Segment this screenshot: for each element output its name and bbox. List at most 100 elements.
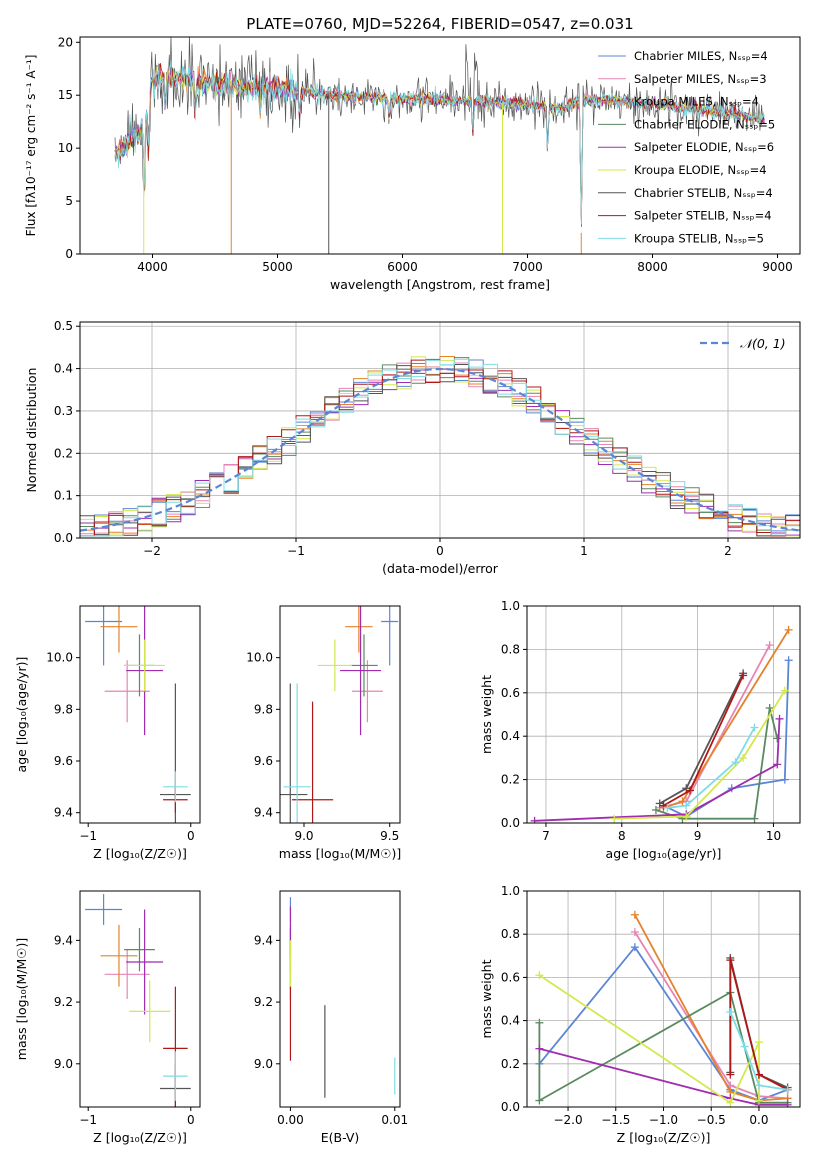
residuals-ytick-label: 0.4 xyxy=(54,362,73,376)
residuals-ytick-label: 0.3 xyxy=(54,404,73,418)
residuals-ytick-label: 0.0 xyxy=(54,531,73,545)
mass_weight_vs_age-xtick-label: 9 xyxy=(694,829,702,843)
axes-layer: 4000 5000 6000 7000 8000 900005101520waveleng… xyxy=(14,35,801,1145)
spectrum-frame xyxy=(79,36,801,255)
mass_weight_vs_Z-line-kroupa-miles xyxy=(634,914,788,1102)
mass_weight_vs_age-xtick-label: 10 xyxy=(766,829,781,843)
age_vs_Z-ytick-label: 9.8 xyxy=(54,702,73,716)
mass_weight_vs_age-ytick-label: 0.0 xyxy=(501,816,520,830)
mass_weight_vs_Z-xtick-label: −0.5 xyxy=(697,1113,726,1127)
mass_weight_vs_Z-xtick-label: −2.0 xyxy=(553,1113,582,1127)
residuals-ytick-label: 0.5 xyxy=(54,319,73,333)
mass_weight_vs_age-ytick-label: 0.4 xyxy=(501,729,520,743)
mass_weight_vs_age-frame xyxy=(526,605,801,824)
spectrum-line-salpeter-stelib xyxy=(114,63,765,222)
residuals-xtick-label: 1 xyxy=(580,544,588,558)
mass_vs_Z-ylabel: mass [log₁₀(M/M☉)] xyxy=(14,938,29,1060)
mass_weight_vs_Z-ytick-label: 0.4 xyxy=(501,1014,520,1028)
mass_weight_vs_age-ytick-label: 1.0 xyxy=(501,599,520,613)
mass_vs_ebv-frame xyxy=(279,890,401,1108)
mass_weight_vs_age-ytick-label: 0.6 xyxy=(501,686,520,700)
spectrum-xtick-label: 8000 xyxy=(637,260,668,274)
residuals-xtick-label: −1 xyxy=(287,544,305,558)
spectrum-ytick-label: 10 xyxy=(58,141,73,155)
mass_weight_vs_Z-ylabel: mass weight xyxy=(479,959,494,1038)
residuals-xtick-label: −2 xyxy=(143,544,161,558)
legend-label: Chabrier STELIB, Nₛₛₚ=4 xyxy=(634,186,773,200)
age_vs_mass-points xyxy=(280,606,399,823)
mass_weight_vs_Z-xtick-label: 0.0 xyxy=(749,1113,768,1127)
mass_weight_vs_Z-ytick-label: 0.6 xyxy=(501,970,520,984)
spectrum-ytick-label: 15 xyxy=(58,88,73,102)
residuals-xtick-label: 0 xyxy=(436,544,444,558)
mass_vs_Z-ytick-label: 9.2 xyxy=(54,995,73,1009)
age_vs_mass-ytick-label: 9.4 xyxy=(254,806,273,820)
histogram-kroupa-stelib xyxy=(80,358,800,538)
mass_vs_Z-points xyxy=(85,894,191,1107)
mass_weight_vs_age-line-salpeter-elodie xyxy=(534,718,781,822)
mass_weight_vs_age-xlabel: age [log₁₀(age/yr)] xyxy=(606,846,722,861)
spectrum-xtick-label: 7000 xyxy=(512,260,543,274)
mass_weight_vs_Z-ytick-label: 1.0 xyxy=(501,884,520,898)
age_vs_Z-xtick-label: 0 xyxy=(187,829,195,843)
age_vs_Z-ytick-label: 10.0 xyxy=(46,651,73,665)
mass_weight_vs_Z-ytick-label: 0.8 xyxy=(501,927,520,941)
data-layer xyxy=(80,37,800,1107)
age_vs_Z-ytick-label: 9.4 xyxy=(54,806,73,820)
mass_weight_vs_Z-ytick-label: 0.0 xyxy=(501,1100,520,1114)
mass_vs_Z-xtick-label: −1 xyxy=(79,1113,97,1127)
mass_weight_vs_Z-line-salpeter-stelib xyxy=(729,959,789,1091)
mass_weight_vs_age-ytick-label: 0.2 xyxy=(501,773,520,787)
mass_vs_ebv-points xyxy=(289,897,396,1098)
legend-label: Salpeter ELODIE, Nₛₛₚ=6 xyxy=(634,140,774,154)
grid-layer xyxy=(80,322,800,1108)
age_vs_Z-points xyxy=(85,606,191,823)
age_vs_mass-ytick-label: 10.0 xyxy=(246,651,273,665)
spectrum-line-chabrier-stelib xyxy=(114,37,765,221)
mass_weight_vs_Z-lines xyxy=(535,910,792,1107)
age_vs_mass-frame xyxy=(279,605,401,824)
age_vs_mass-xtick-label: 9.5 xyxy=(380,829,399,843)
mass_weight_vs_Z-xtick-label: −1.0 xyxy=(649,1113,678,1127)
mass_vs_ebv-ytick-label: 9.0 xyxy=(254,1057,273,1071)
mass_weight_vs_age-xtick-label: 8 xyxy=(618,829,626,843)
legend-label: Salpeter MILES, Nₛₛₚ=3 xyxy=(634,72,767,86)
legend-label: Kroupa STELIB, Nₛₛₚ=5 xyxy=(634,231,764,245)
spectrum-ylabel: Flux [fλ10⁻¹⁷ erg cm⁻² s⁻¹ A⁻¹] xyxy=(24,55,38,237)
spectrum-xtick-label: 9000 xyxy=(762,260,793,274)
mass_weight_vs_age-lines xyxy=(530,625,793,823)
spectrum-ytick-label: 5 xyxy=(65,194,73,208)
mass_vs_Z-ytick-label: 9.0 xyxy=(54,1057,73,1071)
normal-legend-label: 𝒩(0, 1) xyxy=(740,336,786,351)
spectrum-xtick-label: 4000 xyxy=(137,260,168,274)
residuals-ytick-label: 0.2 xyxy=(54,446,73,460)
mass_weight_vs_age-line-kroupa-elodie xyxy=(614,690,786,820)
age_vs_Z-ytick-label: 9.6 xyxy=(54,754,73,768)
normal-reference-curve xyxy=(80,367,800,532)
mass_vs_Z-xlabel: Z [log₁₀(Z/Z☉)] xyxy=(93,1130,187,1145)
age_vs_mass-xlabel: mass [log₁₀(M/M☉)] xyxy=(279,846,401,861)
mass_weight_vs_age-line-kroupa-stelib xyxy=(667,727,756,809)
age_vs_Z-xtick-label: −1 xyxy=(79,829,97,843)
legend-label: Kroupa ELODIE, Nₛₛₚ=4 xyxy=(634,163,767,177)
age_vs_Z-ylabel: age [log₁₀(age/yr)] xyxy=(14,657,29,773)
spectrum-ytick-label: 0 xyxy=(65,247,73,261)
mass_weight_vs_Z-line-kroupa-stelib xyxy=(729,1011,788,1091)
age_vs_mass-ytick-label: 9.6 xyxy=(254,754,273,768)
spectrum-line-kroupa-stelib xyxy=(114,60,765,225)
mass_vs_ebv-xlabel: E(B-V) xyxy=(321,1130,360,1145)
residuals-xtick-label: 2 xyxy=(724,544,732,558)
mass_weight_vs_age-xtick-label: 7 xyxy=(542,829,550,843)
legend-label: Kroupa MILES, Nₛₛₚ=4 xyxy=(634,95,759,109)
residuals-ylabel: Normed distribution xyxy=(24,368,39,493)
mass_weight_vs_Z-line-salpeter-miles xyxy=(634,931,788,1100)
mass_weight_vs_Z-ytick-label: 0.2 xyxy=(501,1057,520,1071)
mass_weight_vs_Z-xtick-label: −1.5 xyxy=(601,1113,630,1127)
legend-label: Chabrier MILES, Nₛₛₚ=4 xyxy=(634,49,768,63)
spectrum-xtick-label: 6000 xyxy=(387,260,418,274)
residuals-xlabel: (data-model)/error xyxy=(382,561,499,576)
residuals-ytick-label: 0.1 xyxy=(54,489,73,503)
spectrum-ytick-label: 20 xyxy=(58,35,73,49)
mass_vs_ebv-xtick-label: 0.00 xyxy=(277,1113,304,1127)
